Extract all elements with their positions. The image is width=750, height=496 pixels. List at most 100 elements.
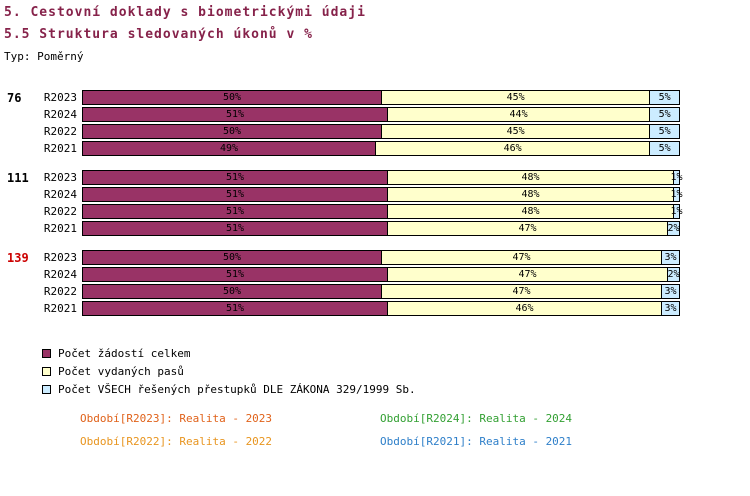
legend-swatch bbox=[42, 366, 51, 376]
row-year-label: R2024 bbox=[43, 268, 77, 281]
legend-label: Počet vydaných pasů bbox=[58, 364, 184, 378]
stacked-bar: 51% 44% 5% bbox=[82, 107, 680, 122]
row-year-label: R2022 bbox=[43, 285, 77, 298]
bar-segment-offences-resolved: 5% bbox=[649, 125, 679, 138]
bar-segment-offences-resolved: 3% bbox=[661, 285, 679, 298]
segment-value-label: 48% bbox=[521, 172, 540, 183]
bar-segment-offences-resolved: 2% bbox=[667, 268, 680, 281]
group-count-label: 111 bbox=[7, 170, 29, 185]
legend-label: Počet žádostí celkem bbox=[58, 346, 191, 360]
bar-segment-passports-issued: 48% bbox=[386, 205, 674, 218]
bar-segment-passports-issued: 48% bbox=[386, 188, 674, 201]
row-year-label: R2024 bbox=[43, 108, 77, 121]
segment-value-label: 49% bbox=[219, 143, 239, 154]
legend-label: Počet VŠECH řešených přestupků DLE ZÁKON… bbox=[58, 382, 416, 396]
segment-value-label: 44% bbox=[509, 109, 528, 120]
chart-row: R2022 50% 47% 3% bbox=[0, 284, 750, 299]
row-year-label: R2021 bbox=[43, 222, 77, 235]
bar-segment-applications-total: 51% bbox=[83, 222, 387, 235]
segment-value-label: 2% bbox=[667, 269, 680, 280]
bar-segment-offences-resolved: 5% bbox=[649, 108, 679, 121]
bar-segment-applications-total: 50% bbox=[83, 91, 381, 104]
period-footer: Období[R2023]: Realita - 2023 Období[R202… bbox=[80, 412, 700, 448]
stacked-bar: 50% 47% 3% bbox=[82, 250, 680, 265]
bar-segment-offences-resolved: 1% bbox=[670, 171, 683, 184]
stacked-bar: 51% 48% 1% bbox=[82, 170, 683, 185]
row-year-label: R2021 bbox=[43, 142, 77, 155]
row-year-label: R2024 bbox=[43, 188, 77, 201]
chart-row: R2022 51% 48% 1% bbox=[0, 204, 750, 219]
group-count-label: 76 bbox=[7, 90, 22, 105]
chart-row: 111 R2023 51% 48% 1% bbox=[0, 170, 750, 185]
chart-row: R2021 49% 46% 5% bbox=[0, 141, 750, 156]
segment-value-label: 47% bbox=[512, 286, 531, 297]
stacked-bar: 51% 47% 2% bbox=[82, 267, 680, 282]
legend-item: Počet VŠECH řešených přestupků DLE ZÁKON… bbox=[42, 380, 416, 398]
segment-value-label: 3% bbox=[664, 252, 677, 263]
bar-segment-passports-issued: 44% bbox=[386, 108, 650, 121]
segment-value-label: 45% bbox=[506, 92, 525, 103]
stacked-bar: 51% 48% 1% bbox=[82, 204, 683, 219]
stacked-bar: 51% 47% 2% bbox=[82, 221, 680, 236]
segment-value-label: 5% bbox=[658, 109, 671, 120]
bar-segment-applications-total: 51% bbox=[83, 302, 387, 315]
stacked-bar: 51% 46% 3% bbox=[82, 301, 680, 316]
legend-item: Počet vydaných pasů bbox=[42, 362, 416, 380]
bar-segment-applications-total: 51% bbox=[83, 108, 387, 121]
segment-value-label: 1% bbox=[670, 189, 683, 200]
segment-value-label: 51% bbox=[225, 223, 244, 234]
row-year-label: R2023 bbox=[43, 171, 77, 184]
segment-value-label: 51% bbox=[225, 189, 244, 200]
legend: Počet žádostí celkem Počet vydaných pasů P… bbox=[42, 344, 416, 398]
segment-value-label: 48% bbox=[521, 206, 540, 217]
chart-row: R2022 50% 45% 5% bbox=[0, 124, 750, 139]
segment-value-label: 51% bbox=[225, 206, 244, 217]
stacked-bar-chart: 76 R2023 50% 45% 5% R2024 51% 44% 5% R2022 50% 45% 5… bbox=[0, 90, 750, 318]
bar-segment-offences-resolved: 2% bbox=[667, 222, 680, 235]
segment-value-label: 47% bbox=[512, 252, 531, 263]
bar-segment-offences-resolved: 5% bbox=[649, 91, 679, 104]
bar-segment-passports-issued: 45% bbox=[381, 125, 650, 138]
bar-segment-applications-total: 51% bbox=[83, 171, 387, 184]
segment-value-label: 51% bbox=[225, 109, 244, 120]
stacked-bar: 50% 45% 5% bbox=[82, 124, 680, 139]
segment-value-label: 3% bbox=[664, 303, 677, 314]
segment-value-label: 50% bbox=[222, 286, 242, 297]
bar-segment-offences-resolved: 1% bbox=[670, 188, 683, 201]
bar-segment-applications-total: 50% bbox=[83, 251, 381, 264]
row-year-label: R2022 bbox=[43, 125, 77, 138]
bar-segment-passports-issued: 46% bbox=[386, 302, 662, 315]
segment-value-label: 51% bbox=[225, 303, 244, 314]
segment-value-label: 2% bbox=[667, 223, 680, 234]
bar-segment-offences-resolved: 3% bbox=[661, 302, 679, 315]
bar-segment-offences-resolved: 1% bbox=[670, 205, 683, 218]
legend-swatch bbox=[42, 348, 51, 358]
stacked-bar: 50% 47% 3% bbox=[82, 284, 680, 299]
bar-segment-passports-issued: 45% bbox=[381, 91, 650, 104]
segment-value-label: 48% bbox=[521, 189, 540, 200]
segment-value-label: 5% bbox=[658, 92, 671, 103]
type-label: Typ: Poměrný bbox=[4, 50, 84, 63]
bar-segment-passports-issued: 47% bbox=[381, 285, 662, 298]
segment-value-label: 50% bbox=[222, 126, 242, 137]
bar-segment-passports-issued: 47% bbox=[381, 251, 662, 264]
legend-item: Počet žádostí celkem bbox=[42, 344, 416, 362]
report-subtitle: 5.5 Struktura sledovaných úkonů v % bbox=[4, 27, 313, 42]
bar-segment-passports-issued: 47% bbox=[386, 268, 668, 281]
bar-segment-applications-total: 51% bbox=[83, 188, 387, 201]
chart-row: R2021 51% 46% 3% bbox=[0, 301, 750, 316]
row-year-label: R2023 bbox=[43, 91, 77, 104]
segment-value-label: 1% bbox=[670, 206, 683, 217]
legend-swatch bbox=[42, 384, 51, 394]
chart-row: 76 R2023 50% 45% 5% bbox=[0, 90, 750, 105]
segment-value-label: 5% bbox=[658, 126, 671, 137]
stacked-bar: 49% 46% 5% bbox=[82, 141, 680, 156]
segment-value-label: 51% bbox=[225, 269, 244, 280]
segment-value-label: 51% bbox=[225, 172, 244, 183]
segment-value-label: 3% bbox=[664, 286, 677, 297]
stacked-bar: 50% 45% 5% bbox=[82, 90, 680, 105]
segment-value-label: 1% bbox=[670, 172, 683, 183]
segment-value-label: 50% bbox=[222, 92, 242, 103]
segment-value-label: 47% bbox=[518, 223, 537, 234]
bar-segment-offences-resolved: 3% bbox=[661, 251, 679, 264]
